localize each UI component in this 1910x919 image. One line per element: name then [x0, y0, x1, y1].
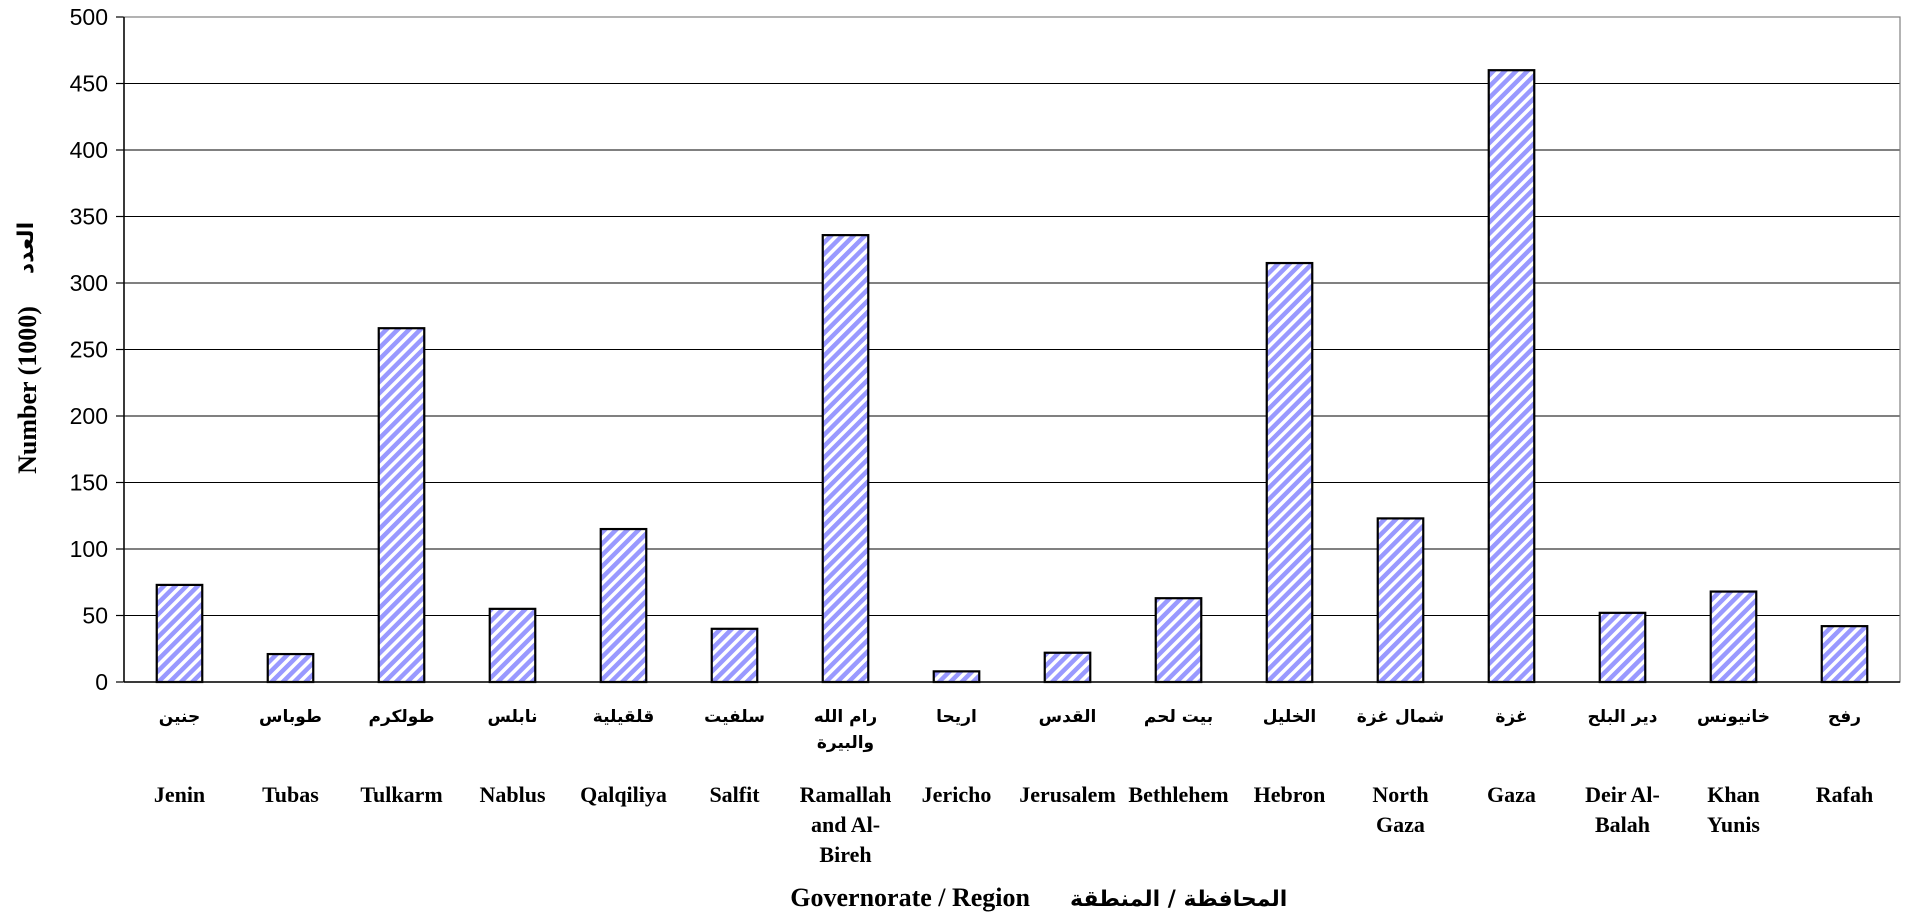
category-label-arabic: قلقيلية [593, 707, 654, 727]
category-labels: جنين Jenin طوباس Tubas طولكرم Tulkarm نابلس Nab… [154, 707, 1873, 867]
category-label-arabic: الخليل [1263, 707, 1317, 727]
y-tick-label: 200 [70, 403, 108, 429]
bar [821, 234, 870, 684]
bar [155, 583, 204, 684]
category-label: Jerusalem [1019, 782, 1116, 807]
category-label-arabic: رام الله [814, 707, 877, 727]
category-label: Ramallah [800, 782, 892, 807]
y-tick-label: 350 [70, 204, 108, 230]
category-label: Tubas [262, 782, 319, 807]
category-label: Rafah [1816, 782, 1873, 807]
y-tick-labels: 0 50 100 150 200 250 300 350 400 450 500 [70, 4, 108, 695]
category-label-arabic: والبيرة [817, 733, 874, 753]
y-tick-label: 100 [70, 536, 108, 562]
category-label-arabic: طوباس [259, 707, 322, 727]
x-axis-title-arabic: المحافظة / المنطقة [1070, 887, 1287, 912]
category-label: Jenin [154, 782, 205, 807]
category-label: Tulkarm [360, 782, 442, 807]
bar [1376, 517, 1425, 684]
axes [123, 16, 1901, 683]
y-tick-label: 450 [70, 71, 108, 97]
y-tick-label: 500 [70, 4, 108, 30]
bar [710, 627, 759, 684]
bar [1154, 597, 1203, 684]
category-label-arabic: اريحا [936, 707, 977, 727]
category-label-arabic: سلفيت [704, 707, 765, 727]
bars [155, 69, 1869, 684]
category-label-arabic: خانيونس [1697, 707, 1770, 727]
category-label-arabic: شمال غزة [1357, 707, 1444, 727]
bar [1709, 590, 1758, 684]
category-label-arabic: رفح [1828, 707, 1861, 727]
category-label-arabic: جنين [159, 707, 200, 727]
category-label: North [1372, 782, 1428, 807]
category-label-arabic: دير البلح [1588, 707, 1658, 727]
category-label-arabic: بيت لحم [1144, 707, 1213, 727]
bar [266, 652, 315, 684]
y-tick-label: 250 [70, 337, 108, 363]
category-label: and Al- [811, 812, 880, 837]
y-axis-title-arabic: العدد [14, 222, 39, 274]
category-label-arabic: القدس [1039, 707, 1097, 727]
category-label-arabic: نابلس [487, 707, 537, 727]
category-label-arabic: غزة [1495, 707, 1527, 727]
y-tick-label: 50 [82, 603, 108, 629]
bar [377, 327, 426, 684]
bar [1598, 611, 1647, 684]
y-tick-label: 300 [70, 270, 108, 296]
category-label: Bireh [819, 842, 871, 867]
category-label: Qalqiliya [580, 782, 667, 807]
x-axis-title: Governorate / Region [790, 883, 1030, 912]
category-label: Jericho [922, 782, 992, 807]
category-label: Gaza [1487, 782, 1536, 807]
category-label: Deir Al- [1585, 782, 1660, 807]
bar [599, 527, 648, 684]
bar [1265, 261, 1314, 684]
category-label: Bethlehem [1128, 782, 1228, 807]
axis-titles: Number (1000) العدد Governorate / Region… [13, 222, 1287, 912]
bar [932, 670, 981, 684]
y-tick-label: 0 [95, 669, 108, 695]
category-label: Hebron [1254, 782, 1326, 807]
y-tick-label: 150 [70, 470, 108, 496]
category-label: Balah [1595, 812, 1650, 837]
bar [1043, 651, 1092, 684]
y-tick-label: 400 [70, 137, 108, 163]
bar [1487, 69, 1536, 684]
y-axis-title: Number (1000) [13, 306, 42, 474]
category-label-arabic: طولكرم [369, 707, 435, 727]
category-label: Salfit [709, 782, 760, 807]
bar [1820, 625, 1869, 684]
bar [488, 607, 537, 684]
category-label: Khan [1707, 782, 1760, 807]
category-label: Gaza [1376, 812, 1425, 837]
category-label: Nablus [479, 782, 545, 807]
category-label: Yunis [1707, 812, 1760, 837]
